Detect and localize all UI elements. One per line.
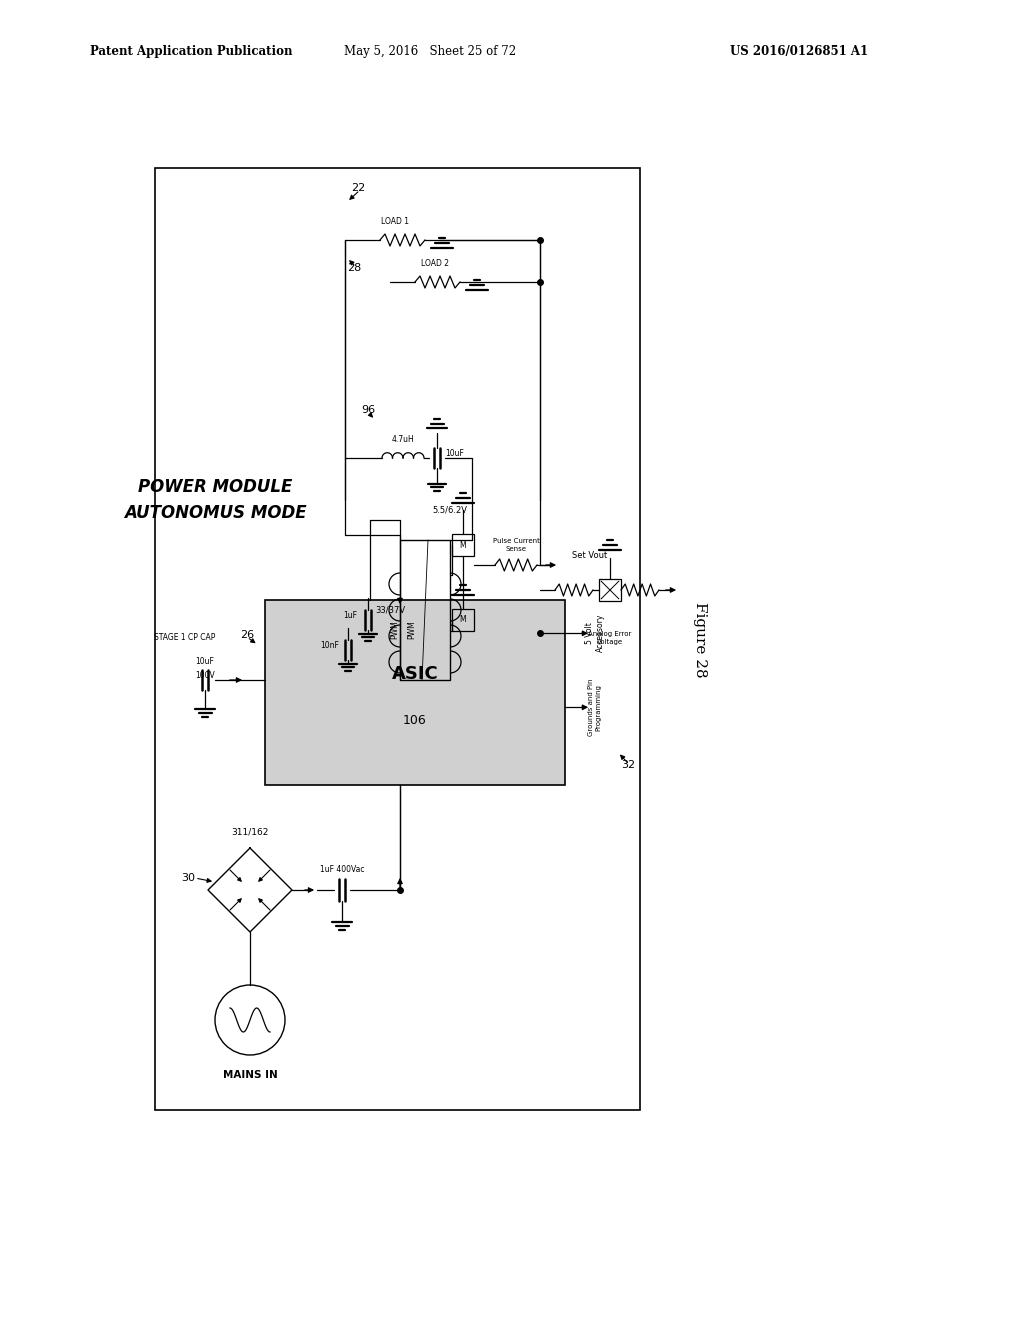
Text: Grounds and Pin
Programming: Grounds and Pin Programming <box>588 678 602 737</box>
Text: STAGE 1 CP CAP: STAGE 1 CP CAP <box>155 634 216 643</box>
Text: 26: 26 <box>240 630 254 640</box>
Text: May 5, 2016   Sheet 25 of 72: May 5, 2016 Sheet 25 of 72 <box>344 45 516 58</box>
Text: POWER MODULE
AUTONOMUS MODE: POWER MODULE AUTONOMUS MODE <box>124 479 306 521</box>
Text: Figure 28: Figure 28 <box>693 602 707 677</box>
Text: 311/162: 311/162 <box>231 828 268 837</box>
Text: Pulse Current
Sense: Pulse Current Sense <box>493 539 540 552</box>
Text: 1uF: 1uF <box>343 610 357 619</box>
Bar <box>265 601 565 785</box>
Text: LOAD 1: LOAD 1 <box>381 218 409 227</box>
Text: 30: 30 <box>181 873 195 883</box>
Text: PWM: PWM <box>408 620 417 639</box>
Text: 106: 106 <box>403 714 427 727</box>
Text: 4.7uH: 4.7uH <box>391 436 415 445</box>
Text: LOAD 2: LOAD 2 <box>421 260 449 268</box>
Text: 10uF: 10uF <box>196 657 214 667</box>
Text: 5.5/6.2V: 5.5/6.2V <box>432 506 468 515</box>
Bar <box>452 535 474 556</box>
Text: 5 Volt
Accessory: 5 Volt Accessory <box>585 614 605 652</box>
Text: 32: 32 <box>621 760 635 771</box>
Bar <box>599 579 621 601</box>
Text: 1uF 400Vac: 1uF 400Vac <box>319 866 365 874</box>
Bar <box>400 540 450 680</box>
Text: MAINS IN: MAINS IN <box>222 1071 278 1080</box>
Text: 22: 22 <box>351 183 366 193</box>
Text: M: M <box>460 615 466 624</box>
Text: 96: 96 <box>360 405 375 414</box>
Text: M: M <box>460 540 466 549</box>
Text: ASIC: ASIC <box>391 665 438 682</box>
Text: Analog Error
Voltage: Analog Error Voltage <box>589 631 632 644</box>
Text: 10nF: 10nF <box>321 640 339 649</box>
Text: US 2016/0126851 A1: US 2016/0126851 A1 <box>730 45 868 58</box>
Text: 33/37V: 33/37V <box>375 606 406 615</box>
Bar <box>155 168 640 1110</box>
Text: PWM: PWM <box>390 620 399 639</box>
Text: 100V: 100V <box>196 671 215 680</box>
Text: 10uF: 10uF <box>445 449 465 458</box>
Text: Patent Application Publication: Patent Application Publication <box>90 45 293 58</box>
Text: 28: 28 <box>347 263 361 273</box>
Text: Set Vout: Set Vout <box>572 550 607 560</box>
Bar <box>452 609 474 631</box>
